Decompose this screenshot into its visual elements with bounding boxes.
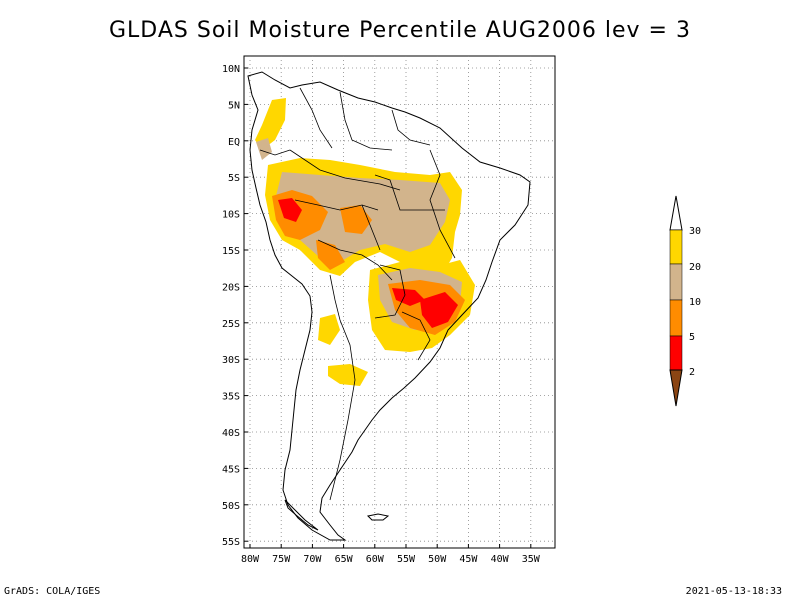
lon-tick-label: 75W (272, 554, 291, 565)
south-america-coastline (247, 71, 531, 541)
lon-tick-label: 70W (303, 554, 322, 565)
region-argentina-gold-2 (318, 314, 340, 345)
country-borders (259, 87, 456, 501)
legend-label: 5 (689, 332, 695, 343)
legend-label: 20 (689, 262, 701, 273)
legend-label: 2 (689, 367, 695, 378)
longitude-tick-labels: 80W 75W 70W 65W 60W 55W 50W 45W 40W 35W (241, 554, 541, 565)
region-parana-red (392, 288, 425, 306)
legend-label: 30 (689, 226, 701, 237)
lat-tick-label: 55S (222, 537, 240, 548)
region-central-orange (340, 205, 372, 234)
footer-credit: GrADS: COLA/IGES (4, 586, 101, 597)
lat-tick-label: 10S (222, 210, 240, 221)
legend-swatch-tan (669, 263, 683, 301)
color-legend (669, 195, 683, 407)
lat-tick-label: EQ (228, 137, 240, 148)
lat-tick-label: 15S (222, 246, 240, 257)
legend-labels: 30 20 10 5 2 (689, 226, 701, 378)
lat-tick-label: 45S (222, 464, 240, 475)
region-colombia-tan (256, 138, 272, 160)
lat-tick-label: 10N (222, 64, 240, 75)
lat-tick-label: 5N (228, 100, 240, 111)
lon-tick-label: 40W (491, 554, 510, 565)
lon-tick-label: 35W (522, 554, 541, 565)
region-colombia-light (255, 98, 286, 150)
grid-lines (244, 56, 555, 548)
lat-tick-label: 35S (222, 392, 240, 403)
lon-tick-label: 50W (428, 554, 447, 565)
lat-tick-label: 20S (222, 282, 240, 293)
footer-timestamp: 2021-05-13-18:33 (685, 586, 782, 597)
latitude-tick-labels: 10N 5N EQ 5S 10S 15S 20S 25S 30S 35S 40S 45S 50S 55S (222, 64, 240, 548)
lat-tick-label: 25S (222, 319, 240, 330)
lon-tick-label: 55W (397, 554, 416, 565)
falkland-islands (366, 513, 390, 521)
lat-tick-label: 40S (222, 428, 240, 439)
lon-tick-label: 80W (241, 554, 260, 565)
region-argentina-gold (328, 364, 368, 386)
legend-label: 10 (689, 297, 701, 308)
region-bolivia-orange (316, 240, 345, 270)
lat-tick-label: 5S (228, 173, 240, 184)
lon-tick-label: 45W (459, 554, 478, 565)
legend-white-cap (669, 195, 683, 231)
legend-swatch-red (669, 335, 683, 371)
lon-tick-label: 60W (366, 554, 385, 565)
map-title: GLDAS Soil Moisture Percentile AUG2006 l… (109, 18, 691, 43)
tierra-del-fuego (284, 499, 319, 531)
legend-swatch-gold (669, 229, 683, 265)
region-peru-red (278, 198, 302, 222)
lon-tick-label: 65W (335, 554, 354, 565)
lat-tick-label: 50S (222, 501, 240, 512)
lat-tick-label: 30S (222, 355, 240, 366)
legend-brown-cap (669, 369, 683, 407)
legend-swatch-orange (669, 299, 683, 337)
region-saopaulo-red (420, 292, 458, 328)
